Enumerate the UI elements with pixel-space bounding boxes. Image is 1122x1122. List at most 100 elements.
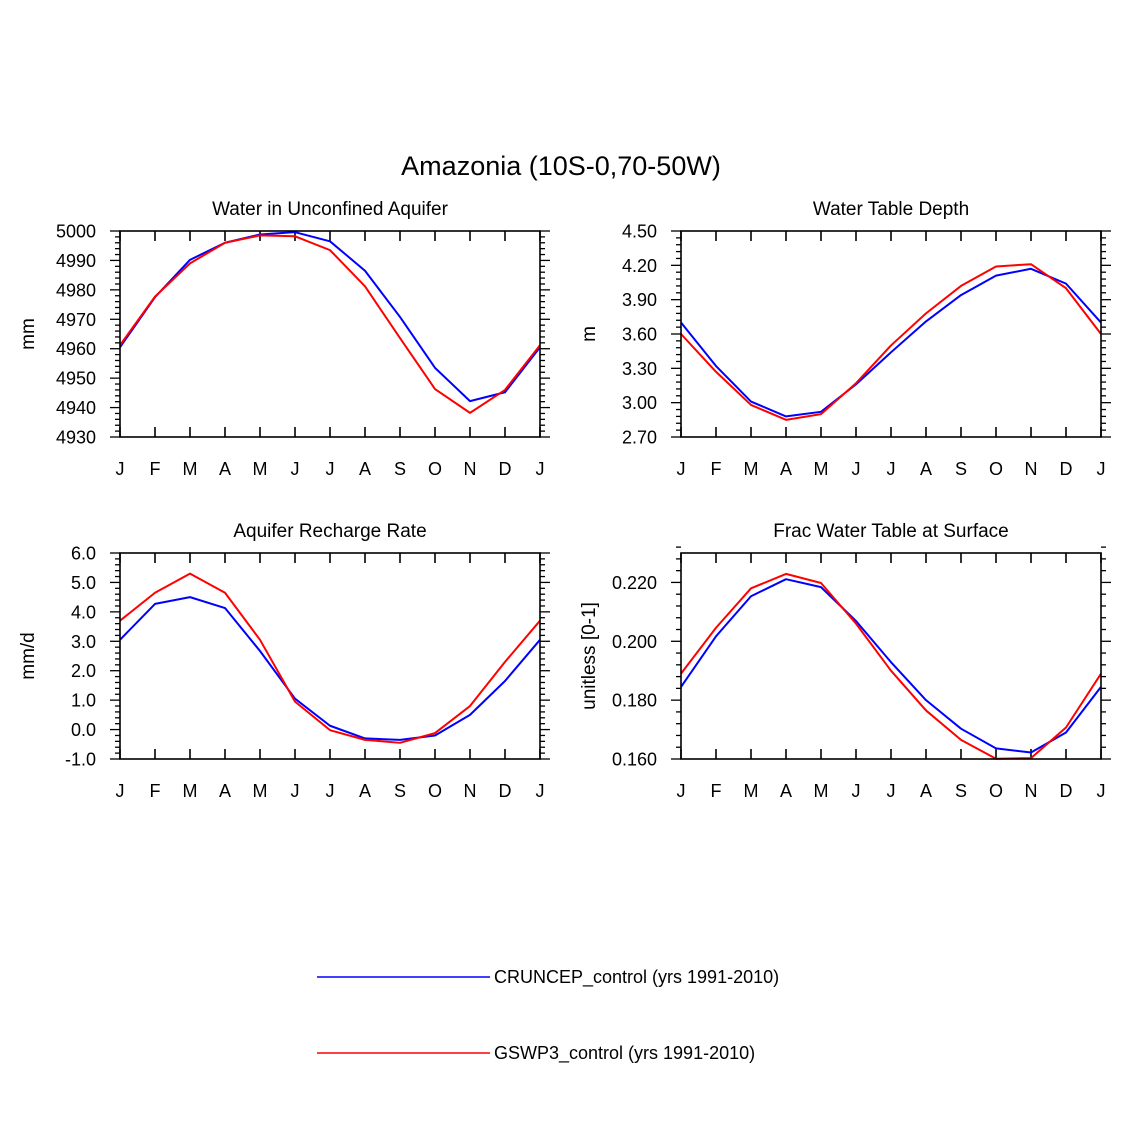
legend: CRUNCEP_control (yrs 1991-2010) GSWP3_co… bbox=[317, 967, 779, 1064]
y-tick-label: 3.0 bbox=[71, 632, 96, 652]
x-tick-label: D bbox=[1060, 459, 1073, 479]
panel-recharge-rate: Aquifer Recharge Rate mm/d J F M A M J J A S O N D J -1… bbox=[18, 521, 550, 801]
x-tick-label: A bbox=[780, 459, 792, 479]
x-tick-label: M bbox=[183, 459, 198, 479]
panel-title: Water in Unconfined Aquifer bbox=[212, 199, 449, 220]
y-tick-label: 3.90 bbox=[622, 290, 657, 310]
panels-container: Water in Unconfined Aquifer mm J F M A M J J A S O N… bbox=[18, 199, 1111, 801]
x-tick-label: F bbox=[150, 459, 161, 479]
x-tick-label: M bbox=[253, 781, 268, 801]
x-tick-label: J bbox=[326, 459, 335, 479]
x-tick-label: M bbox=[253, 459, 268, 479]
series-line-cruncep bbox=[680, 578, 1102, 754]
x-tick-label: F bbox=[711, 781, 722, 801]
panel-frac-water-table: Frac Water Table at Surface unitless [0-1… bbox=[579, 521, 1111, 801]
x-tick-label: D bbox=[1060, 781, 1073, 801]
x-tick-label: S bbox=[955, 459, 967, 479]
x-tick-label: O bbox=[989, 459, 1003, 479]
panel-title: Frac Water Table at Surface bbox=[773, 521, 1009, 542]
y-tick-label: 2.70 bbox=[622, 428, 657, 448]
series-line-gswp3 bbox=[119, 234, 541, 414]
x-tick-label: S bbox=[394, 459, 406, 479]
y-tick-label: 2.0 bbox=[71, 661, 96, 681]
x-tick-label: A bbox=[219, 459, 231, 479]
y-tick-label: 4960 bbox=[56, 339, 96, 359]
x-tick-label: J bbox=[326, 781, 335, 801]
x-tick-label: S bbox=[394, 781, 406, 801]
x-tick-label: N bbox=[464, 781, 477, 801]
x-tick-label: F bbox=[711, 459, 722, 479]
x-tick-label: J bbox=[536, 781, 545, 801]
x-tick-label: S bbox=[955, 781, 967, 801]
y-tick-label: 0.180 bbox=[612, 691, 657, 711]
series-line-cruncep bbox=[680, 267, 1102, 418]
y-tick-label: 6.0 bbox=[71, 544, 96, 564]
x-tick-label: J bbox=[116, 459, 125, 479]
y-tick-label: 4940 bbox=[56, 398, 96, 418]
y-tick-label: 4970 bbox=[56, 310, 96, 330]
x-tick-label: D bbox=[499, 459, 512, 479]
y-tick-label: 3.00 bbox=[622, 393, 657, 413]
x-tick-label: D bbox=[499, 781, 512, 801]
x-tick-label: J bbox=[291, 781, 300, 801]
y-tick-label: 3.30 bbox=[622, 359, 657, 379]
x-tick-label: J bbox=[887, 459, 896, 479]
panel-water-table-depth: Water Table Depth m J F M A M J J A S O N D J 2.70 3.00 3… bbox=[579, 199, 1111, 479]
series-line-gswp3 bbox=[680, 572, 1102, 760]
y-axis-label: mm bbox=[18, 318, 39, 350]
x-tick-label: M bbox=[183, 781, 198, 801]
x-tick-label: J bbox=[677, 781, 686, 801]
y-tick-label: 4950 bbox=[56, 369, 96, 389]
x-tick-label: O bbox=[989, 781, 1003, 801]
legend-label-gswp3: GSWP3_control (yrs 1991-2010) bbox=[494, 1043, 755, 1064]
y-tick-label: 1.0 bbox=[71, 691, 96, 711]
plot-frame bbox=[680, 230, 1102, 438]
panel-aquifer-water: Water in Unconfined Aquifer mm J F M A M J J A S O N… bbox=[18, 199, 550, 479]
series-line-gswp3 bbox=[119, 572, 541, 744]
x-tick-label: M bbox=[814, 459, 829, 479]
series-line-cruncep bbox=[119, 596, 541, 741]
y-tick-label: 0.200 bbox=[612, 632, 657, 652]
x-tick-label: O bbox=[428, 459, 442, 479]
x-tick-label: A bbox=[359, 459, 371, 479]
y-tick-label: 4990 bbox=[56, 251, 96, 271]
x-tick-label: O bbox=[428, 781, 442, 801]
y-tick-label: -1.0 bbox=[65, 750, 96, 770]
x-tick-label: N bbox=[464, 459, 477, 479]
x-tick-label: J bbox=[536, 459, 545, 479]
plot-frame bbox=[680, 552, 1102, 760]
y-tick-label: 4930 bbox=[56, 428, 96, 448]
series-line-cruncep bbox=[119, 231, 541, 403]
x-tick-label: J bbox=[116, 781, 125, 801]
y-tick-label: 4.20 bbox=[622, 256, 657, 276]
legend-label-cruncep: CRUNCEP_control (yrs 1991-2010) bbox=[494, 967, 779, 988]
x-tick-label: J bbox=[291, 459, 300, 479]
x-tick-label: A bbox=[219, 781, 231, 801]
figure-title: Amazonia (10S-0,70-50W) bbox=[401, 151, 721, 181]
x-tick-label: J bbox=[1097, 781, 1106, 801]
x-tick-label: M bbox=[744, 781, 759, 801]
x-tick-label: J bbox=[677, 459, 686, 479]
plot-frame bbox=[119, 552, 541, 760]
y-tick-label: 4.0 bbox=[71, 602, 96, 622]
x-tick-label: A bbox=[920, 459, 932, 479]
y-tick-label: 0.220 bbox=[612, 573, 657, 593]
x-tick-label: A bbox=[359, 781, 371, 801]
x-tick-label: F bbox=[150, 781, 161, 801]
x-tick-label: N bbox=[1025, 781, 1038, 801]
y-tick-label: 5.0 bbox=[71, 573, 96, 593]
x-tick-label: N bbox=[1025, 459, 1038, 479]
x-tick-label: A bbox=[920, 781, 932, 801]
x-tick-label: A bbox=[780, 781, 792, 801]
y-tick-label: 5000 bbox=[56, 222, 96, 242]
x-tick-label: M bbox=[814, 781, 829, 801]
y-tick-label: 4.50 bbox=[622, 222, 657, 242]
panel-title: Aquifer Recharge Rate bbox=[233, 521, 426, 542]
x-tick-label: J bbox=[1097, 459, 1106, 479]
panel-title: Water Table Depth bbox=[813, 199, 969, 220]
y-tick-label: 4980 bbox=[56, 280, 96, 300]
y-axis-label: m bbox=[579, 326, 600, 342]
y-tick-label: 3.60 bbox=[622, 325, 657, 345]
series-line-gswp3 bbox=[680, 263, 1102, 421]
